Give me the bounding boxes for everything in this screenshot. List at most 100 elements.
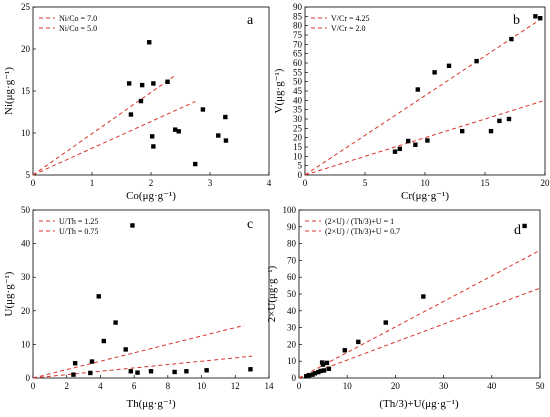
y-tick-label: 40 xyxy=(293,95,303,105)
y-tick-label: 15 xyxy=(293,142,303,152)
panel-a: Co(μg·g⁻¹) Ni(μg·g⁻¹) a 0 1 2 3 4 5 10 15 20 25 Ni… xyxy=(3,2,272,202)
data-point xyxy=(425,138,430,143)
y-tick-label: 30 xyxy=(21,272,31,282)
y-tick-label: 25 xyxy=(293,123,303,133)
panel-letter: a xyxy=(247,13,254,28)
data-point xyxy=(474,58,479,64)
y-tick-label: 30 xyxy=(293,114,303,124)
x-tick-label: 0 xyxy=(31,178,36,188)
plot-frame xyxy=(32,209,270,379)
legend-entry: U/Th = 1.25 xyxy=(59,217,98,226)
y-tick-label: 10 xyxy=(21,339,31,349)
data-point xyxy=(397,146,402,152)
data-point xyxy=(165,79,170,84)
data-point xyxy=(538,16,543,21)
x-tick-label: 0 xyxy=(303,178,308,188)
data-point xyxy=(356,339,361,345)
data-point xyxy=(126,81,132,86)
data-point xyxy=(522,223,527,229)
y-tick-label: 100 xyxy=(283,205,297,215)
data-point xyxy=(432,70,437,75)
data-point xyxy=(71,372,76,377)
y-tick-label: 90 xyxy=(293,2,303,12)
data-point xyxy=(130,223,135,228)
x-tick-label: 10 xyxy=(197,381,207,391)
x-tick-label: 10 xyxy=(421,178,431,188)
data-point xyxy=(316,369,321,375)
y-tick-label: 50 xyxy=(21,205,31,215)
reference-line xyxy=(32,75,175,176)
y-tick-label: 40 xyxy=(287,306,297,316)
y-tick-label: 45 xyxy=(293,86,303,96)
data-point xyxy=(101,338,106,344)
data-point xyxy=(176,129,181,134)
data-point xyxy=(223,138,229,143)
y-tick-label: 30 xyxy=(287,323,297,333)
y-tick-label: 80 xyxy=(293,21,303,31)
data-point xyxy=(138,98,144,104)
data-point xyxy=(406,138,411,144)
reference-line xyxy=(32,325,244,379)
y-tick-label: 70 xyxy=(293,39,303,49)
y-tick-label: 20 xyxy=(21,44,31,54)
y-tick-label: 20 xyxy=(21,306,31,316)
data-point xyxy=(204,368,209,373)
data-point xyxy=(304,374,309,379)
data-point xyxy=(123,347,128,352)
x-tick-label: 4 xyxy=(267,178,272,188)
data-point xyxy=(89,359,95,364)
data-point xyxy=(392,149,398,154)
x-tick-label: 40 xyxy=(487,381,497,391)
data-point xyxy=(151,81,156,86)
data-point xyxy=(326,366,332,371)
y-tick-label: 90 xyxy=(287,222,297,232)
x-tick-label: 15 xyxy=(481,178,491,188)
legend-entry: V/Cr = 2.0 xyxy=(331,24,366,33)
data-point xyxy=(421,294,426,299)
data-point xyxy=(128,112,134,117)
legend-entry: (2×U) / (Th/3)+U = 1 xyxy=(325,217,394,226)
reference-line xyxy=(298,287,541,379)
data-point xyxy=(172,127,178,132)
x-tick-label: 14 xyxy=(265,381,275,391)
legend-entry: V/Cr = 4.25 xyxy=(331,14,370,23)
x-tick-label: 1 xyxy=(90,178,95,188)
data-point xyxy=(184,369,189,374)
data-point xyxy=(147,40,152,45)
x-axis-label: (Th/3)+U(μg·g⁻¹) xyxy=(379,398,459,410)
data-point xyxy=(506,116,512,122)
x-tick-label: 3 xyxy=(208,178,213,188)
panel-d: (Th/3)+U(μg·g⁻¹) 2×U(μg·g⁻¹) d 0 10 20 30 40… xyxy=(266,205,545,410)
panel-letter: b xyxy=(513,13,520,28)
x-tick-label: 5 xyxy=(363,178,368,188)
y-tick-label: 35 xyxy=(293,105,303,115)
x-tick-label: 6 xyxy=(132,381,137,391)
y-tick-label: 20 xyxy=(293,133,303,143)
data-point xyxy=(72,361,78,366)
data-point xyxy=(533,14,538,19)
data-point xyxy=(306,373,312,378)
y-tick-label: 5 xyxy=(298,161,303,171)
data-point xyxy=(128,369,133,374)
y-tick-label: 50 xyxy=(287,289,297,299)
y-tick-label: 40 xyxy=(21,239,31,249)
data-point xyxy=(149,134,155,139)
y-tick-label: 25 xyxy=(21,2,31,12)
x-tick-label: 50 xyxy=(536,381,546,391)
y-tick-label: 60 xyxy=(287,272,297,282)
data-point xyxy=(509,36,514,42)
y-tick-label: 10 xyxy=(21,128,31,138)
data-point xyxy=(113,320,118,325)
data-point xyxy=(415,87,420,92)
data-point xyxy=(342,348,347,353)
x-tick-label: 2 xyxy=(149,178,154,188)
y-tick-label: 10 xyxy=(293,151,303,161)
data-point xyxy=(223,114,228,120)
y-axis-label: 2×U(μg·g⁻¹) xyxy=(266,265,278,322)
y-tick-label: 5 xyxy=(26,170,31,180)
legend-entry: U/Th = 0.75 xyxy=(59,227,98,236)
x-axis-label: Co(μg·g⁻¹) xyxy=(126,190,176,202)
data-point xyxy=(200,107,206,112)
data-point xyxy=(319,360,325,365)
data-point xyxy=(324,360,330,366)
